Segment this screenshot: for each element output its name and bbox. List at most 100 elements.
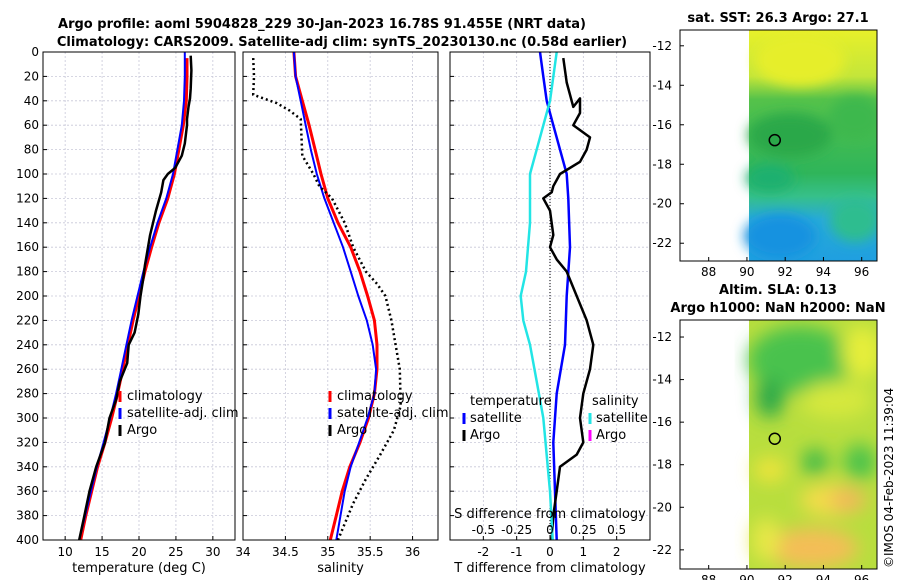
- temperature-ytick-label: 400: [16, 533, 39, 547]
- sla-yellow-ne: [842, 326, 877, 378]
- sst_map-ytick-label: -18: [652, 157, 672, 171]
- temperature-ytick-label: 160: [16, 240, 39, 254]
- sla-map-field: [748, 320, 877, 569]
- sst_map-xtick-label: 88: [701, 265, 716, 279]
- temperature-ytick-label: 220: [16, 313, 39, 327]
- sst-green-patch: [829, 96, 877, 140]
- difference-xtick-label: 1: [580, 545, 588, 559]
- temperature-ytick-label: 340: [16, 460, 39, 474]
- sst-warm-patch: [755, 34, 845, 86]
- difference-legend-salinity-label: Argo: [596, 428, 626, 443]
- sst-cool-patch: [744, 214, 816, 258]
- difference-series-s-satellite: [519, 51, 558, 541]
- difference-x2tick-label: -0.25: [501, 523, 532, 537]
- temperature-ytick-label: 20: [24, 69, 39, 83]
- temperature-xtick-label: 25: [168, 545, 183, 559]
- sst_map-ytick-label: -22: [652, 236, 672, 250]
- difference-panel: -2 -1 0 1 2 T difference from climatology temp…: [449, 51, 651, 576]
- difference-legend-temperature-label: satellite: [470, 411, 522, 426]
- difference-x2tick-label: 0.25: [570, 523, 597, 537]
- temperature-series-argo: [77, 55, 193, 541]
- difference-legend-salinity-label: satellite: [596, 411, 648, 426]
- sst_map-argo-marker: [768, 133, 782, 147]
- sst-map-axes: 88 90 92 94 96 -12 -14 -16 -18 -20 -22: [652, 29, 878, 279]
- sla-yellow-mid: [800, 382, 872, 418]
- sla-map-title: Altim. SLA: 0.13: [719, 283, 837, 298]
- difference-x2tick-label: 0: [546, 523, 554, 537]
- salinity-xtick-label: 34: [235, 545, 250, 559]
- salinity-series-satellite-adj-clim: [292, 51, 378, 541]
- sst_map-xtick-label: 92: [778, 265, 793, 279]
- sst_map-frame: [679, 29, 878, 262]
- sla_map-xtick-label: 94: [816, 573, 831, 580]
- figure-title-line2: Climatology: CARS2009. Satellite-adj cli…: [57, 35, 627, 50]
- sla_map-ytick-label: -16: [652, 415, 672, 429]
- sst-map-title: sat. SST: 26.3 Argo: 27.1: [687, 11, 868, 26]
- salinity-legend-label: satellite-adj. clim: [337, 406, 449, 421]
- timestamp-label: ©IMOS 04-Feb-2023 11:39:04: [882, 388, 896, 568]
- sst_map-xtick-label: 90: [739, 265, 754, 279]
- sst_map-xtick-label: 94: [816, 265, 831, 279]
- temperature-ytick-label: 100: [16, 167, 39, 181]
- sla_map-xtick-label: 88: [701, 573, 716, 580]
- sla-green-small: [802, 449, 828, 475]
- salinity-series-argo: [251, 58, 402, 541]
- temperature-legend-label: Argo: [127, 423, 157, 438]
- salinity-xlabel: salinity: [317, 561, 364, 576]
- salinity-legend-label: climatology: [337, 389, 413, 404]
- salinity-xtick-label: 36: [405, 545, 420, 559]
- temperature-ytick-label: 320: [16, 435, 39, 449]
- difference-xlabel-top: S difference from climatology: [454, 507, 646, 522]
- temperature-ytick-label: 240: [16, 338, 39, 352]
- temperature-ytick-label: 140: [16, 216, 39, 230]
- sla-field-features: [748, 326, 877, 568]
- sst_map-ytick-label: -14: [652, 78, 672, 92]
- sla-yellow-sw2: [752, 518, 780, 562]
- temperature-xtick-label: 15: [94, 545, 109, 559]
- difference-xlabel: T difference from climatology: [453, 561, 646, 576]
- temperature-xtick-label: 30: [205, 545, 220, 559]
- difference-x2tick-label: 0.5: [607, 523, 626, 537]
- sla-yellow-sw: [754, 458, 786, 482]
- difference-xtick-label: 2: [613, 545, 621, 559]
- sla-green-north: [748, 326, 852, 394]
- sst-green-south: [746, 164, 794, 192]
- sla_map-xtick-label: 92: [778, 573, 793, 580]
- salinity-frame: [242, 51, 439, 541]
- sla_map-ytick-label: -14: [652, 373, 672, 387]
- sla-green-eddy: [756, 378, 784, 418]
- temperature-ytick-label: 360: [16, 484, 39, 498]
- temperature-ytick-label: 300: [16, 411, 39, 425]
- sst-teal-patch: [830, 198, 877, 242]
- temperature-ytick-label: 380: [16, 509, 39, 523]
- difference-series-t-argo: [542, 57, 595, 541]
- temperature-ytick-label: 40: [24, 94, 39, 108]
- temperature-panel: 10 15 20 25 30020406080100120140160180200220…: [16, 45, 239, 576]
- temperature-ytick-label: 180: [16, 265, 39, 279]
- temperature-ytick-label: 280: [16, 387, 39, 401]
- temperature-legend-label: climatology: [127, 389, 203, 404]
- temperature-legend-label: satellite-adj. clim: [127, 406, 239, 421]
- temperature-ytick-label: 200: [16, 289, 39, 303]
- sst-map-field: [744, 30, 877, 261]
- temperature-ytick-label: 60: [24, 118, 39, 132]
- difference-legend-temperature-title: temperature: [470, 394, 552, 409]
- temperature-ytick-label: 0: [31, 45, 39, 59]
- difference-legend-temperature-label: Argo: [470, 428, 500, 443]
- sla-green-east: [844, 444, 876, 480]
- temperature-xlabel: temperature (deg C): [72, 561, 206, 576]
- sst_map-ytick-label: -16: [652, 118, 672, 132]
- sla_map-frame: [679, 319, 878, 570]
- sst_map-ytick-label: -20: [652, 197, 672, 211]
- salinity-xtick-label: 35.5: [357, 545, 384, 559]
- temperature-xtick-label: 20: [131, 545, 146, 559]
- temperature-ytick-label: 80: [24, 143, 39, 157]
- sla_map-ytick-label: -18: [652, 458, 672, 472]
- sla_map-ytick-label: -20: [652, 500, 672, 514]
- sst-green-core: [748, 113, 832, 157]
- salinity-legend-label: Argo: [337, 423, 367, 438]
- sla-orange-patch: [830, 488, 866, 512]
- sla-map-title2: Argo h1000: NaN h2000: NaN: [670, 301, 885, 316]
- difference-xtick-label: 0: [546, 545, 554, 559]
